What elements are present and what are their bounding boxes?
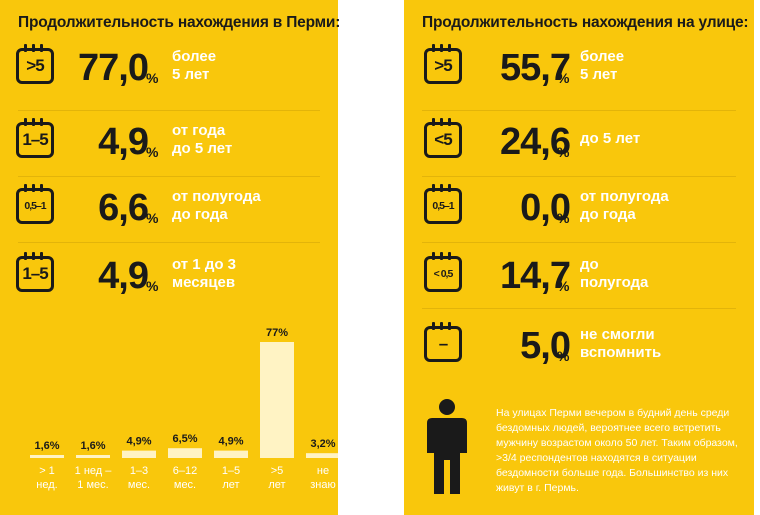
- stat-description: более 5 лет: [172, 48, 217, 83]
- category-label: 1 нед –: [75, 465, 113, 477]
- calendar-icon: 1–5: [16, 118, 54, 158]
- calendar-icon: >5: [16, 44, 54, 84]
- category-label: лет: [268, 479, 285, 491]
- category-label: знаю: [310, 479, 336, 491]
- bar-value-label: 1,6%: [80, 440, 105, 452]
- bar-value-label: 4,9%: [218, 436, 243, 448]
- category-label: 6–12: [173, 465, 197, 477]
- percent-sign: %: [557, 210, 570, 226]
- stat-value: 4,9: [98, 255, 149, 297]
- stat-value: 5,0: [520, 325, 571, 367]
- stat-description: от года до 5 лет: [172, 122, 233, 157]
- left-stat-row: 0,5–1 6,6 % от полугода до года: [0, 176, 338, 236]
- category-label: > 1: [39, 465, 55, 477]
- bar-value-label: 4,9%: [126, 436, 151, 448]
- right-stat-row: >5 55,7 % более 5 лет: [404, 44, 754, 104]
- category-label: мес.: [128, 479, 150, 491]
- calendar-icon: –: [424, 322, 462, 362]
- right-stat-row: < 0,5 14,7 % до полугода: [404, 242, 754, 302]
- duration-bar-chart: 1,6% > 1 нед. 1,6% 1 нед – 1 мес. 4,9% 1–3 мес. 6…: [30, 327, 338, 491]
- left-panel: Продолжительность нахождения в Перми: >5…: [0, 0, 341, 515]
- percent-sign: %: [557, 348, 570, 364]
- right-panel: Продолжительность нахождения на улице: >…: [404, 0, 754, 515]
- percent-sign: %: [146, 144, 159, 160]
- row-divider: [422, 110, 736, 111]
- stat-description: от полугода до года: [172, 188, 261, 223]
- bar: [76, 455, 110, 458]
- left-stat-row: >5 77,0 % более 5 лет: [0, 44, 338, 104]
- calendar-icon: 1–5: [16, 252, 54, 292]
- stat-description: от 1 до 3 месяцев: [172, 256, 237, 291]
- bar: [306, 453, 338, 458]
- category-label: 1–5: [222, 465, 240, 477]
- stat-value: 77,0: [78, 47, 149, 89]
- percent-sign: %: [557, 144, 570, 160]
- left-panel-title: Продолжительность нахождения в Перми:: [18, 14, 341, 31]
- bar: [168, 448, 202, 458]
- bar-value-label: 77%: [266, 327, 288, 339]
- percent-sign: %: [146, 70, 159, 86]
- bar: [214, 450, 248, 458]
- stat-description: от полугода до года: [580, 188, 669, 223]
- bar-value-label: 3,2%: [310, 438, 335, 450]
- category-label: 1 мес.: [77, 479, 108, 491]
- row-divider: [18, 242, 320, 243]
- percent-sign: %: [146, 210, 159, 226]
- percent-sign: %: [146, 278, 159, 294]
- right-stat-row: <5 24,6 % до 5 лет: [404, 110, 754, 170]
- stat-value: 0,0: [520, 187, 571, 229]
- stat-value: 4,9: [98, 121, 149, 163]
- percent-sign: %: [557, 278, 570, 294]
- stat-value: 14,7: [500, 255, 571, 297]
- calendar-icon: >5: [424, 44, 462, 84]
- bar-value-label: 1,6%: [34, 440, 59, 452]
- percent-sign: %: [557, 70, 570, 86]
- right-stat-row: 0,5–1 0,0 % от полугода до года: [404, 176, 754, 236]
- stat-description: до полугода: [580, 256, 649, 291]
- calendar-icon: 0,5–1: [16, 184, 54, 224]
- calendar-icon: <5: [424, 118, 462, 158]
- row-divider: [422, 242, 736, 243]
- stat-value: 24,6: [500, 121, 571, 163]
- row-divider: [18, 176, 320, 177]
- left-stat-row: 1–5 4,9 % от 1 до 3 месяцев: [0, 242, 338, 302]
- right-panel-title: Продолжительность нахождения на улице:: [422, 14, 749, 31]
- bar-value-label: 6,5%: [172, 433, 197, 445]
- summary-note: На улицах Перми вечером в будний день ср…: [496, 407, 738, 494]
- right-stat-row: – 5,0 % не смогли вспомнить: [404, 308, 754, 368]
- category-label: >5: [271, 465, 284, 477]
- calendar-icon: 0,5–1: [424, 184, 462, 224]
- category-label: 1–3: [130, 465, 148, 477]
- stat-description: более 5 лет: [580, 48, 625, 83]
- row-divider: [422, 176, 736, 177]
- category-label: не: [317, 465, 329, 477]
- calendar-icon: < 0,5: [424, 252, 462, 292]
- person-icon: [427, 399, 467, 494]
- bar: [30, 455, 64, 458]
- category-label: мес.: [174, 479, 196, 491]
- stat-description: не смогли вспомнить: [580, 326, 662, 361]
- row-divider: [422, 308, 736, 309]
- stat-value: 55,7: [500, 47, 571, 89]
- stat-value: 6,6: [98, 187, 149, 229]
- category-label: лет: [222, 479, 239, 491]
- category-label: нед.: [36, 479, 57, 491]
- left-stat-row: 1–5 4,9 % от года до 5 лет: [0, 110, 338, 170]
- row-divider: [18, 110, 320, 111]
- bar: [122, 450, 156, 458]
- bar: [260, 342, 294, 458]
- stat-description: до 5 лет: [580, 130, 641, 147]
